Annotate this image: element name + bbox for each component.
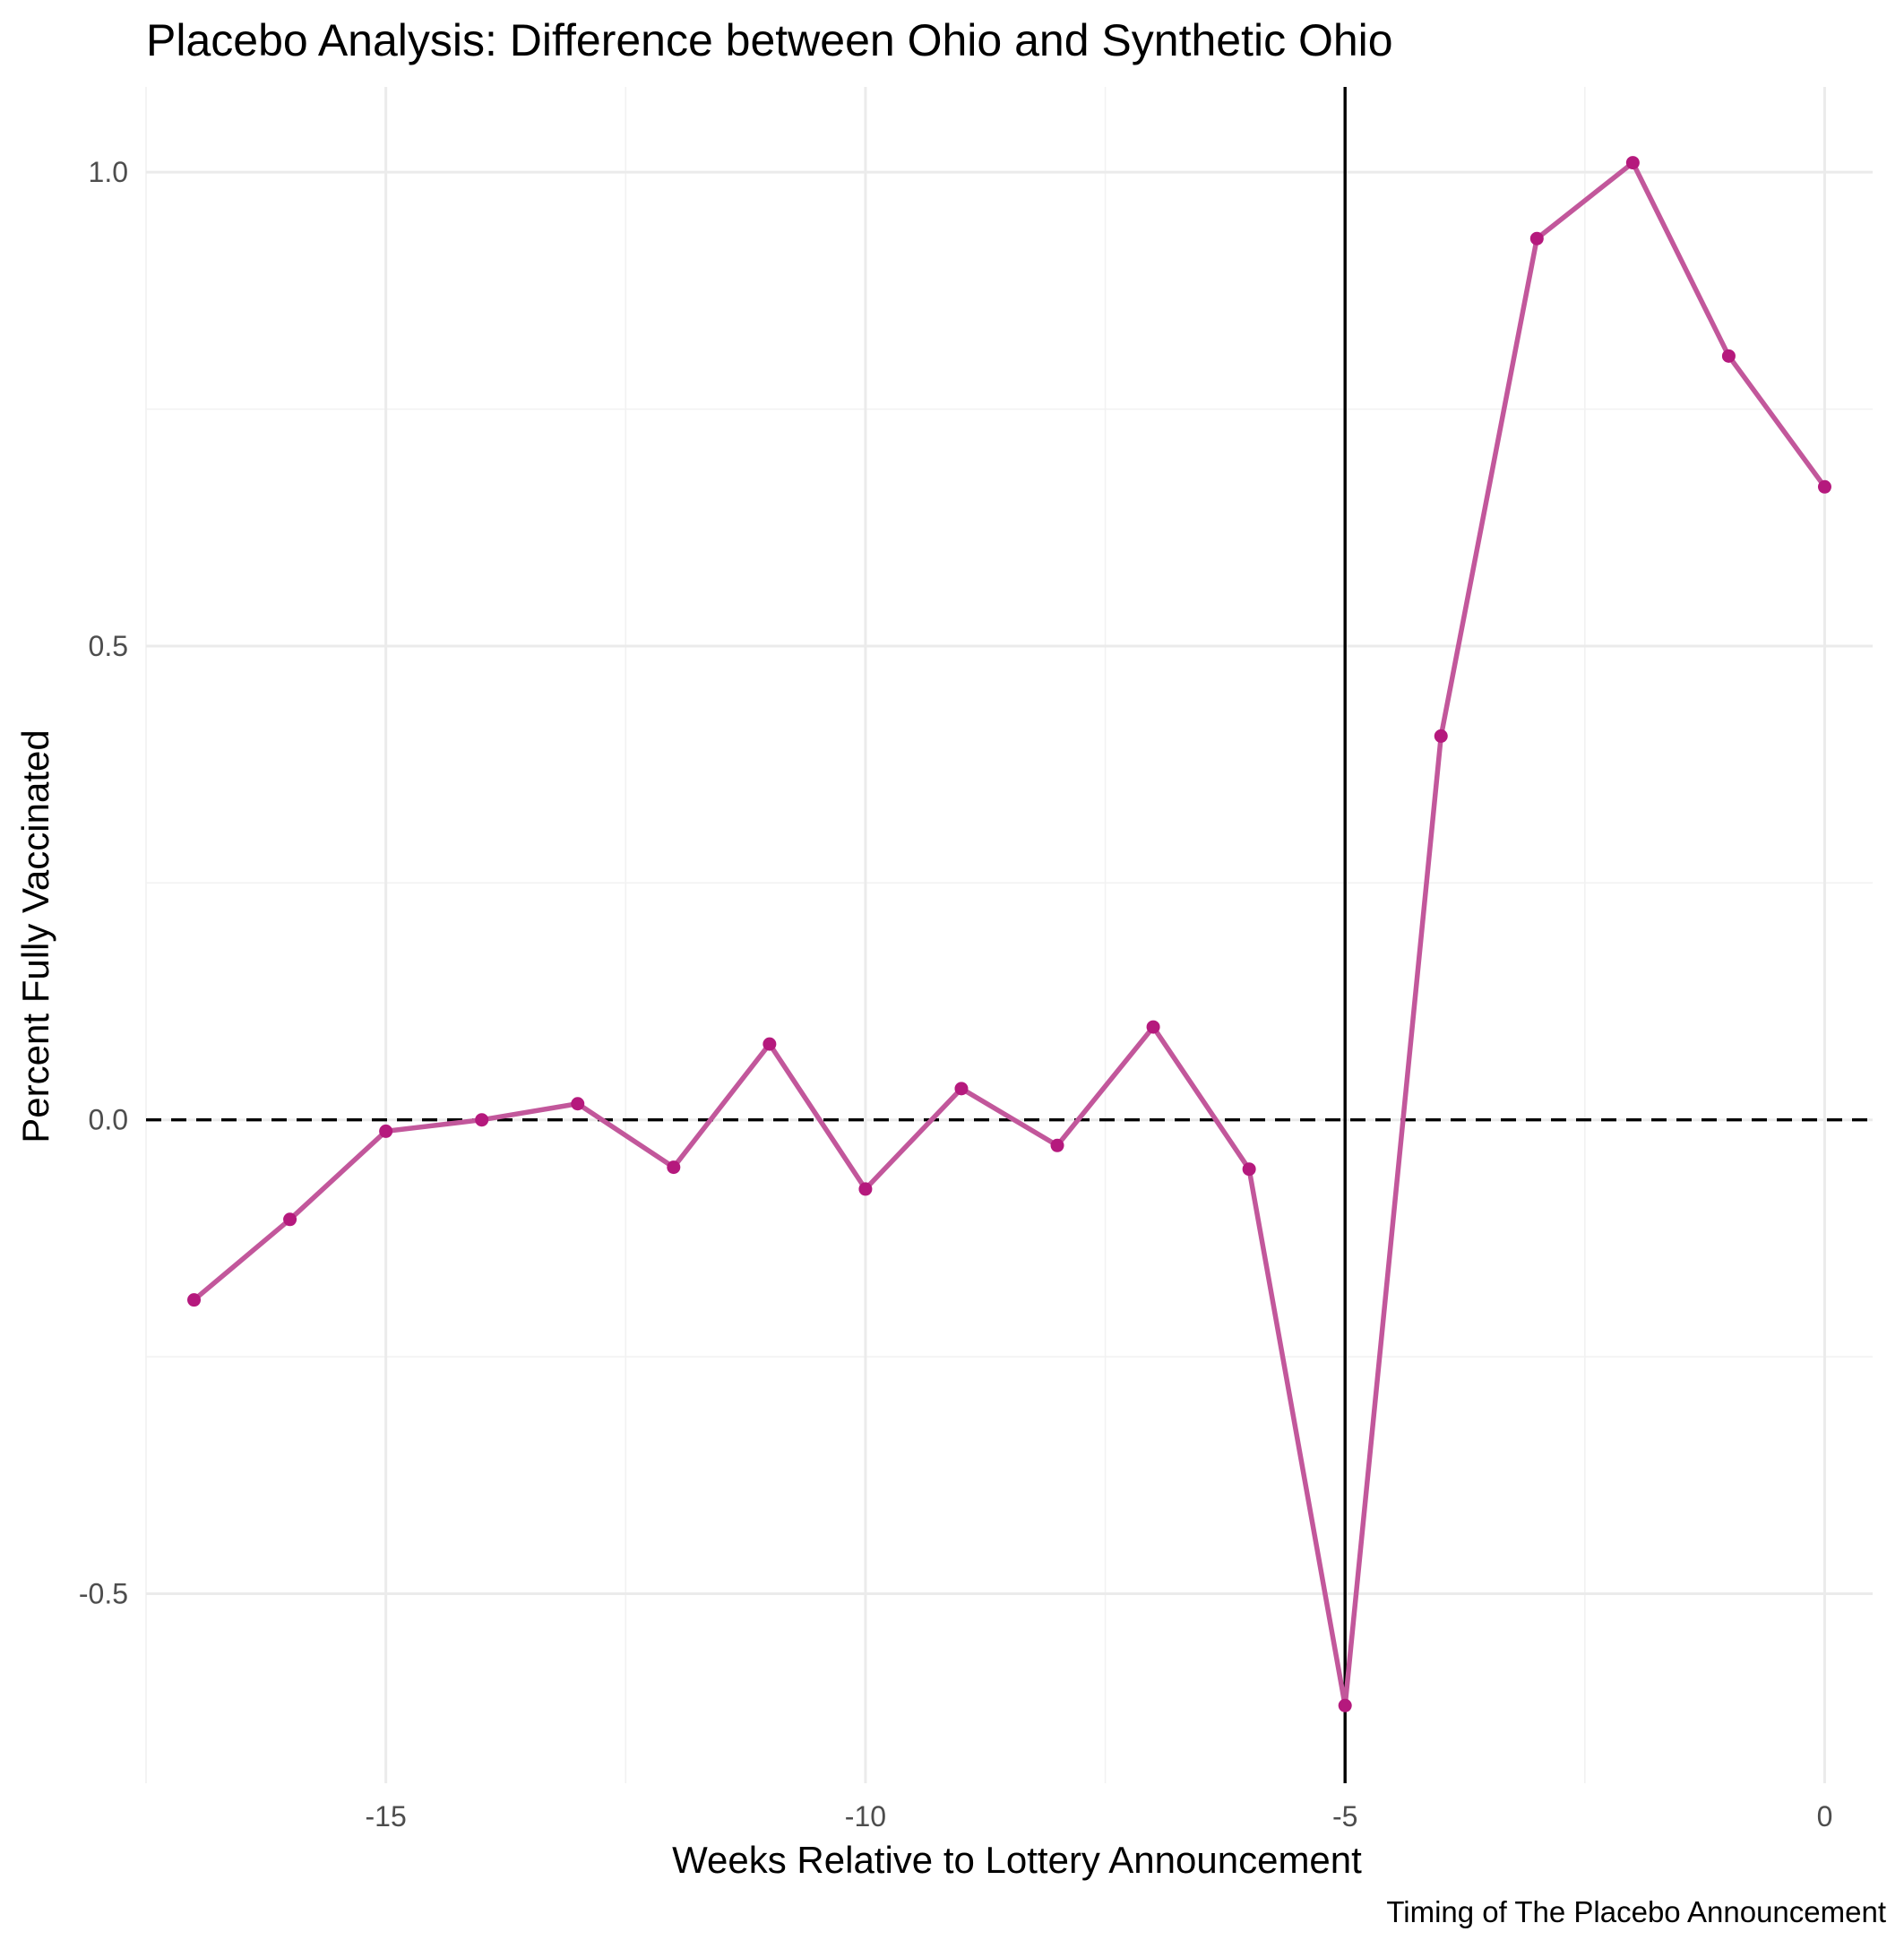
x-tick-label: 0 (1817, 1800, 1833, 1833)
y-tick-label: 0.0 (89, 1104, 128, 1136)
data-point (283, 1212, 297, 1227)
y-tick-label: -0.5 (79, 1577, 128, 1609)
chart-caption: Timing of The Placebo Announcement (1386, 1895, 1886, 1928)
data-point (858, 1182, 873, 1196)
y-tick-label: 0.5 (89, 630, 128, 662)
data-point (1242, 1162, 1256, 1177)
x-axis-label: Weeks Relative to Lottery Announcement (672, 1839, 1362, 1881)
reference-lines (146, 87, 1873, 1783)
data-point (667, 1160, 681, 1175)
data-series (187, 156, 1831, 1712)
y-axis-label: Percent Fully Vaccinated (14, 729, 56, 1143)
major-gridlines (146, 87, 1873, 1783)
data-point (475, 1113, 489, 1127)
data-point (762, 1037, 777, 1051)
data-point (1146, 1020, 1160, 1034)
chart-title: Placebo Analysis: Difference between Ohi… (146, 15, 1393, 65)
data-point (1721, 349, 1736, 363)
y-tick-label: 1.0 (89, 156, 128, 188)
data-point (1625, 156, 1640, 170)
tick-labels: -15 -10 -5 0 -0.5 0.0 0.5 1.0 (79, 156, 1833, 1833)
data-point (1434, 729, 1448, 743)
data-point (187, 1293, 202, 1307)
data-point (379, 1124, 393, 1138)
data-point (1529, 231, 1544, 246)
data-point (1817, 479, 1831, 494)
series-line (191, 160, 1828, 1709)
data-point (571, 1097, 585, 1111)
minor-gridlines (145, 87, 1873, 1783)
data-point (1338, 1698, 1352, 1712)
x-tick-label: -10 (845, 1800, 886, 1833)
data-point (954, 1082, 969, 1096)
x-tick-label: -15 (366, 1800, 407, 1833)
x-tick-label: -5 (1332, 1800, 1357, 1833)
data-point (1050, 1138, 1064, 1152)
